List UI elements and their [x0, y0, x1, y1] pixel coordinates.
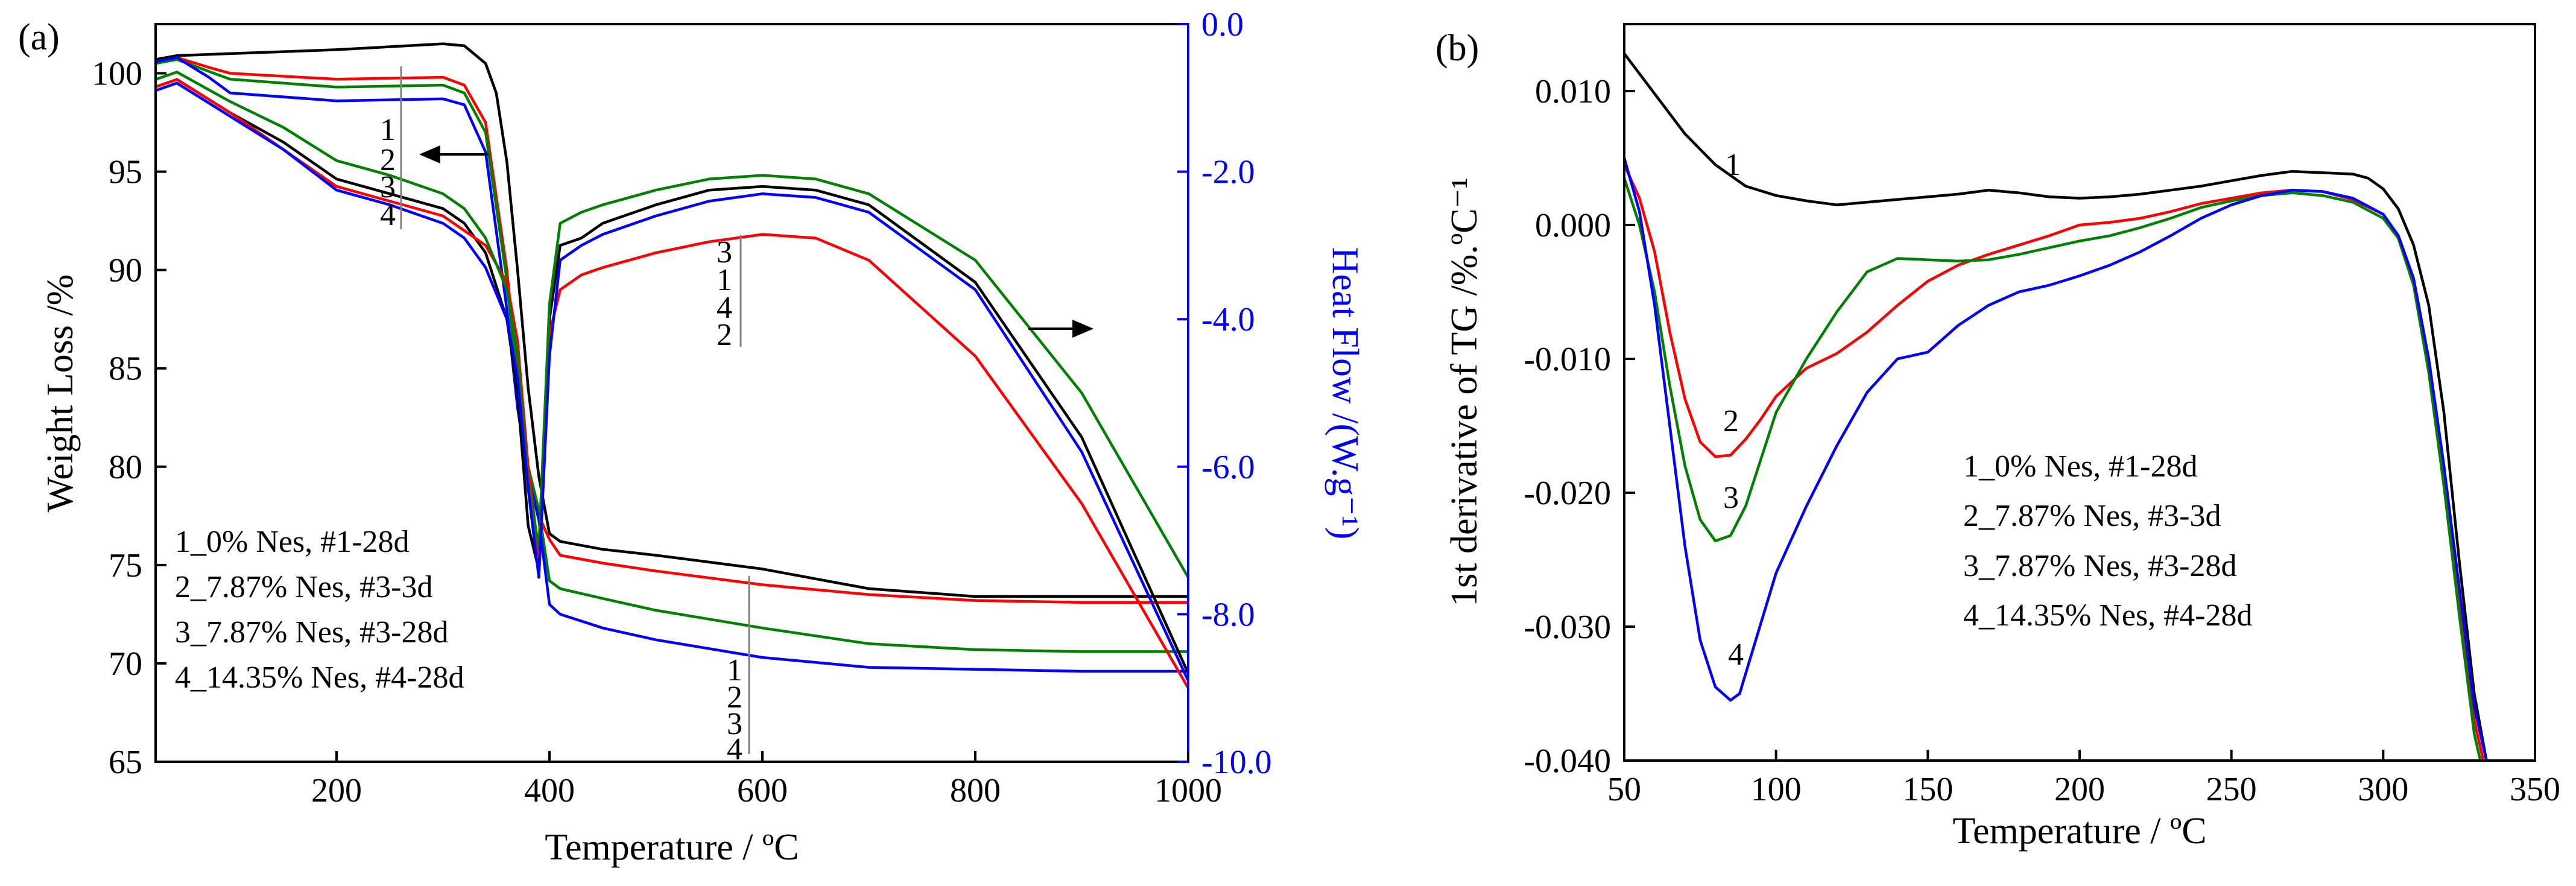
panel-b-y-tick-label: -0.030	[1524, 609, 1611, 646]
panel-a-y2-tick-label: -6.0	[1201, 449, 1255, 486]
panel-a-arrow-right-head	[1072, 319, 1094, 338]
panel-a-tg-bottom-label-4: 4	[727, 732, 742, 767]
panel-b-legend-item-2: 2_7.87% Nes, #3-3d	[1963, 499, 2221, 533]
panel-b-y-tick-label: 0.000	[1535, 207, 1611, 244]
panel-b-x-axis-label: Temperature / ºC	[1952, 811, 2206, 852]
panel-a-tg-series-3	[156, 58, 1188, 653]
panel-a-x-tick-label: 200	[311, 772, 362, 809]
panel-b-series-4	[1624, 157, 2488, 761]
panel-a-legend-item-3: 3_7.87% Nes, #3-28d	[175, 615, 449, 650]
panel-a-tg-top-label-2: 2	[380, 143, 396, 177]
panel-b-y-axis-label: 1st derivative of TG /%.ºC⁻¹	[1444, 177, 1485, 607]
panel-a-y-axis-label: Weight Loss /%	[40, 274, 81, 513]
panel-a-y-ticks: 65 70 75 80 85 90 95 100	[92, 55, 166, 781]
panel-a-legend: 1_0% Nes, #1-28d 2_7.87% Nes, #3-3d 3_7.…	[175, 525, 464, 695]
panel-a-x-tick-label: 1000	[1154, 772, 1222, 809]
panel-b-curve-label-3: 3	[1723, 481, 1739, 515]
panel-a-arrow-left-head	[419, 145, 440, 164]
panel-a-series	[156, 42, 1188, 689]
panel-a-x-ticks: 200 400 600 800 1000	[311, 751, 1222, 809]
panel-a-y-tick-label: 65	[109, 744, 142, 781]
panel-b-curve-label-1: 1	[1725, 148, 1741, 182]
panel-a-y2-tick-label: -8.0	[1201, 596, 1255, 633]
panel-a-legend-item-2: 2_7.87% Nes, #3-3d	[175, 570, 433, 604]
panel-b-frame	[1623, 23, 2536, 762]
panel-a-tg-bottom-label-2: 2	[727, 680, 742, 715]
panel-a-x-tick-label: 400	[524, 772, 575, 809]
panel-a-legend-item-4: 4_14.35% Nes, #4-28d	[175, 660, 464, 695]
panel-a-hf-label-3: 3	[717, 235, 732, 270]
panel-a-y-tick-label: 100	[92, 55, 142, 93]
panel-a-y2-tick-label: 0.0	[1201, 6, 1244, 43]
panel-a-label: (a)	[18, 17, 60, 58]
panel-b-x-tick-label: 150	[1902, 771, 1953, 808]
panel-a-tg-series-1	[156, 42, 1188, 598]
panel-a-x-axis-label: Temperature / ºC	[545, 827, 799, 868]
panel-a-tg-series-2	[156, 56, 1188, 604]
panel-b-y-tick-label: -0.040	[1524, 742, 1611, 780]
panel-a-hf-series-4	[156, 81, 1188, 682]
panel-a-hf-label-1: 1	[717, 263, 732, 297]
panel-b-x-tick-label: 300	[2358, 771, 2408, 808]
panel-b-legend-item-4: 4_14.35% Nes, #4-28d	[1963, 598, 2253, 633]
panel-a-hf-label-4: 4	[717, 291, 732, 325]
panel-b-y-tick-label: 0.010	[1535, 73, 1611, 110]
panel-a-y-tick-label: 85	[109, 350, 142, 388]
panel-b-legend-item-1: 1_0% Nes, #1-28d	[1963, 449, 2198, 484]
panel-b-label: (b)	[1435, 28, 1479, 69]
panel-b-series	[1624, 52, 2488, 761]
panel-a-y-tick-label: 75	[109, 547, 142, 584]
panel-b-legend-item-3: 3_7.87% Nes, #3-28d	[1963, 549, 2237, 583]
panel-a-tg-bottom-label-3: 3	[727, 707, 742, 741]
panel-a-legend-item-1: 1_0% Nes, #1-28d	[175, 525, 410, 559]
panel-b-series-1	[1624, 52, 2488, 761]
panel-b-x-tick-label: 200	[2054, 771, 2105, 808]
panel-a-y2-tick-label: -2.0	[1201, 154, 1255, 191]
panel-a-tg-top-label-4: 4	[380, 198, 396, 232]
panel-a-tg-bottom-label-1: 1	[727, 653, 742, 688]
panel-b-x-tick-label: 50	[1607, 771, 1641, 808]
panel-a-y-tick-label: 95	[109, 154, 142, 191]
panel-b-x-ticks: 50 100 150 200 250 300 350	[1607, 750, 2560, 808]
panel-a-tg-top-label-1: 1	[380, 113, 396, 147]
panel-b-x-tick-label: 250	[2206, 771, 2257, 808]
panel-a-y2-tick-label: -4.0	[1201, 301, 1255, 338]
panel-a-y-tick-label: 80	[109, 449, 142, 486]
panel-b-x-tick-label: 100	[1751, 771, 1802, 808]
panel-a-hf-label-2: 2	[717, 318, 732, 352]
panel-a-x-tick-label: 600	[737, 772, 788, 809]
panel-a: (a) 200 400 600 800 1000 65 70 75 80 85 90 95 100 -…	[18, 6, 1366, 868]
panel-b-y-tick-label: -0.010	[1524, 341, 1611, 378]
panel-a-y2-ticks: -10.0 -8.0 -6.0 -4.0 -2.0 0.0	[1177, 6, 1272, 781]
panel-b: (b) 50 100 150 200 250 300 350 -0.040-0.030-0.…	[1435, 23, 2560, 852]
panel-b-legend: 1_0% Nes, #1-28d 2_7.87% Nes, #3-3d 3_7.…	[1963, 449, 2253, 633]
panel-a-tg-top-label-3: 3	[380, 170, 396, 204]
panel-a-y2-axis-label: Heat Flow /(W.g⁻¹)	[1324, 247, 1366, 540]
panel-a-x-tick-label: 800	[950, 772, 1001, 809]
panel-b-series-3	[1624, 177, 2482, 761]
panel-a-hf-series-3	[156, 71, 1188, 578]
panel-a-y-tick-label: 90	[109, 252, 142, 290]
panel-a-y-tick-label: 70	[109, 645, 142, 683]
panel-b-x-tick-label: 350	[2510, 771, 2560, 808]
panel-b-y-ticks: -0.040 -0.030 -0.020 -0.010 0.000 0.010	[1524, 73, 1635, 780]
panel-b-y-tick-label: -0.020	[1524, 475, 1611, 512]
panel-b-curve-label-2: 2	[1723, 404, 1739, 438]
panel-a-y2-tick-label: -10.0	[1201, 744, 1272, 781]
panel-b-curve-label-4: 4	[1728, 638, 1744, 672]
